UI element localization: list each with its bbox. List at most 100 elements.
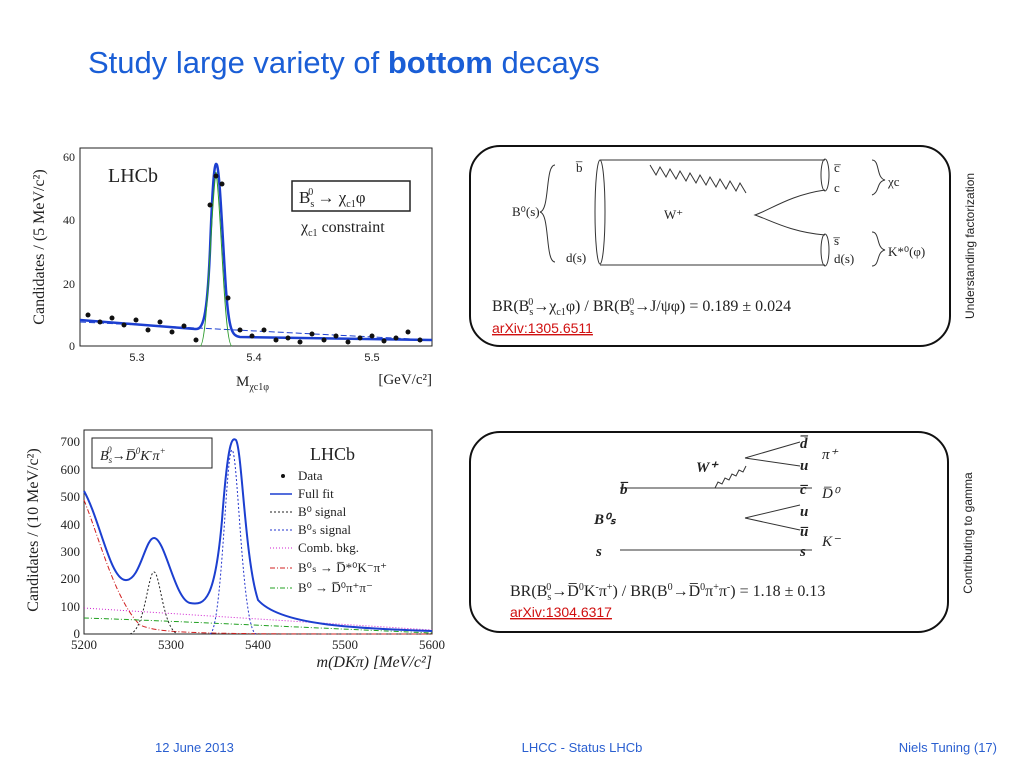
- t: +: [160, 446, 166, 456]
- t: ) = 1.18 ± 0.13: [730, 583, 825, 600]
- legend-entry: B⁰ signal: [298, 504, 347, 519]
- quark: u̅: [800, 524, 808, 540]
- t: ) / BR(B: [612, 583, 667, 600]
- t: →J/ψφ) = 0.189 ± 0.024: [634, 298, 791, 315]
- bkg-dpipi: [83, 617, 433, 634]
- side-note: Understanding factorization: [963, 173, 977, 319]
- t: 0: [107, 445, 112, 455]
- x-tick-label: 5300: [158, 637, 184, 652]
- x-tick-label: 5500: [332, 637, 358, 652]
- y-tick-label: 700: [61, 434, 81, 449]
- x-label: Mχc1φ: [236, 374, 269, 393]
- y-label: Candidates / (5 MeV/c²): [31, 169, 48, 324]
- t: π: [719, 583, 727, 600]
- t: π: [705, 583, 713, 600]
- t: -: [727, 582, 730, 593]
- x-label: m(DKπ) [MeV/c²]: [317, 654, 432, 671]
- y-tick-label: 0: [69, 339, 75, 353]
- arxiv-link[interactable]: arXiv:1304.6317: [510, 604, 612, 620]
- title-lead: Study large variety of: [88, 45, 388, 80]
- plot-frame: [79, 147, 433, 347]
- x-tick-label: 5200: [71, 637, 97, 652]
- t: -: [595, 582, 598, 593]
- t: 0: [579, 582, 584, 593]
- y-tick-label: 300: [61, 544, 81, 559]
- x-label-sub: χc1φ: [248, 382, 269, 393]
- meson: B⁰ₛ: [593, 512, 617, 528]
- plot-frame: [83, 429, 433, 635]
- quark: c̅: [800, 482, 808, 498]
- t: B: [100, 449, 109, 464]
- legend: Data Full fit B⁰ signal B⁰ₛ signal Comb.…: [270, 468, 387, 595]
- quark: s: [595, 544, 602, 560]
- x-ticks: 5200 5300 5400 5500 5600: [71, 637, 445, 652]
- meson: B⁰(s): [512, 204, 540, 219]
- t: χ: [300, 219, 309, 236]
- t: c1: [346, 199, 355, 210]
- t: φ: [356, 188, 366, 207]
- boson: W⁺: [696, 460, 719, 476]
- b0-signal: [129, 571, 179, 635]
- constraint: χc1 constraint: [300, 219, 385, 239]
- footer: 12 June 2013 LHCC - Status LHCb Niels Tu…: [155, 740, 997, 755]
- y-ticks: 0 100 200 300 400 500 600 700: [61, 434, 81, 641]
- t: c1: [308, 228, 317, 239]
- t: 0: [136, 446, 141, 456]
- branching-ratio: BR(Bs0→χc1φ) / BR(Bs0→J/ψφ) = 0.189 ± 0.…: [492, 297, 791, 318]
- legend-box: [291, 180, 411, 212]
- box-text: Bs0→D̅0K-π+: [100, 445, 166, 465]
- x-tick-label: 5.5: [364, 352, 379, 364]
- meson: χc: [887, 174, 900, 189]
- full-fit: [83, 438, 433, 632]
- t: K: [139, 449, 150, 464]
- quark: d(s): [566, 250, 586, 265]
- t: s: [630, 307, 634, 318]
- diagram-labels: d̅ π⁺ W⁺ u b̅ c̅ D̅⁰ B⁰ₛ u u̅ K⁻ s s: [593, 435, 841, 560]
- y-tick-label: 600: [61, 462, 81, 477]
- fit-curve: [79, 162, 433, 342]
- legend-entry: Data: [298, 468, 323, 483]
- x-tick-label: 5600: [419, 637, 445, 652]
- quark: d̅: [800, 435, 808, 452]
- t: 0: [546, 582, 551, 593]
- t: 0: [629, 297, 634, 308]
- box-label: [91, 437, 213, 469]
- t: c1: [556, 307, 565, 318]
- signal: [199, 171, 233, 347]
- meson: K*⁰(φ): [888, 244, 925, 259]
- y-tick-label: 0: [74, 626, 81, 641]
- comb-bkg: [83, 607, 433, 631]
- title-key: bottom: [388, 45, 493, 80]
- diagram-frame: [469, 145, 951, 347]
- data-points: [85, 173, 423, 345]
- legend-entry: B⁰ₛ → D̅*⁰K⁻π⁺: [298, 560, 387, 575]
- quark: s: [799, 544, 806, 560]
- meson: K⁻: [821, 534, 841, 550]
- t: K: [584, 583, 596, 600]
- t: constraint: [318, 219, 386, 236]
- y-label: Candidates / (10 MeV/c²): [25, 448, 42, 611]
- legend-entry: B⁰ → D̅⁰π⁺π⁻: [298, 580, 373, 595]
- plot-2: Candidates / (10 MeV/c²) 0 100 200 300 4…: [25, 429, 445, 671]
- branching-ratio: BR(Bs0→D̅0K-π+) / BR(B0→D̅0π+π-) = 1.18 …: [510, 582, 825, 603]
- x-label-main: M: [236, 374, 249, 390]
- t: 0: [528, 297, 533, 308]
- quark: u: [800, 458, 808, 474]
- bs-signal: [209, 449, 257, 635]
- diagram-labels: b̅ c̅ c χc W⁺ B⁰(s) d(s) s̅ d(s) K*⁰(φ): [512, 160, 925, 266]
- lhcb-logo: LHCb: [108, 165, 158, 187]
- quark: c̅: [833, 160, 841, 175]
- y-tick-label: 40: [63, 213, 75, 227]
- t: B: [299, 188, 310, 207]
- quark: u: [800, 504, 808, 520]
- t: π: [153, 449, 161, 464]
- plot-1: Candidates / (5 MeV/c²) 0 20 40 60 5.3 5…: [31, 147, 433, 393]
- footer-center: LHCC - Status LHCb: [522, 740, 643, 755]
- boson: W⁺: [664, 207, 683, 222]
- t: +: [713, 582, 719, 593]
- t: →χ: [533, 298, 557, 315]
- arxiv-link[interactable]: arXiv:1305.6511: [492, 320, 593, 336]
- t: 0: [308, 187, 313, 198]
- side-note: Contributing to gamma: [961, 472, 975, 594]
